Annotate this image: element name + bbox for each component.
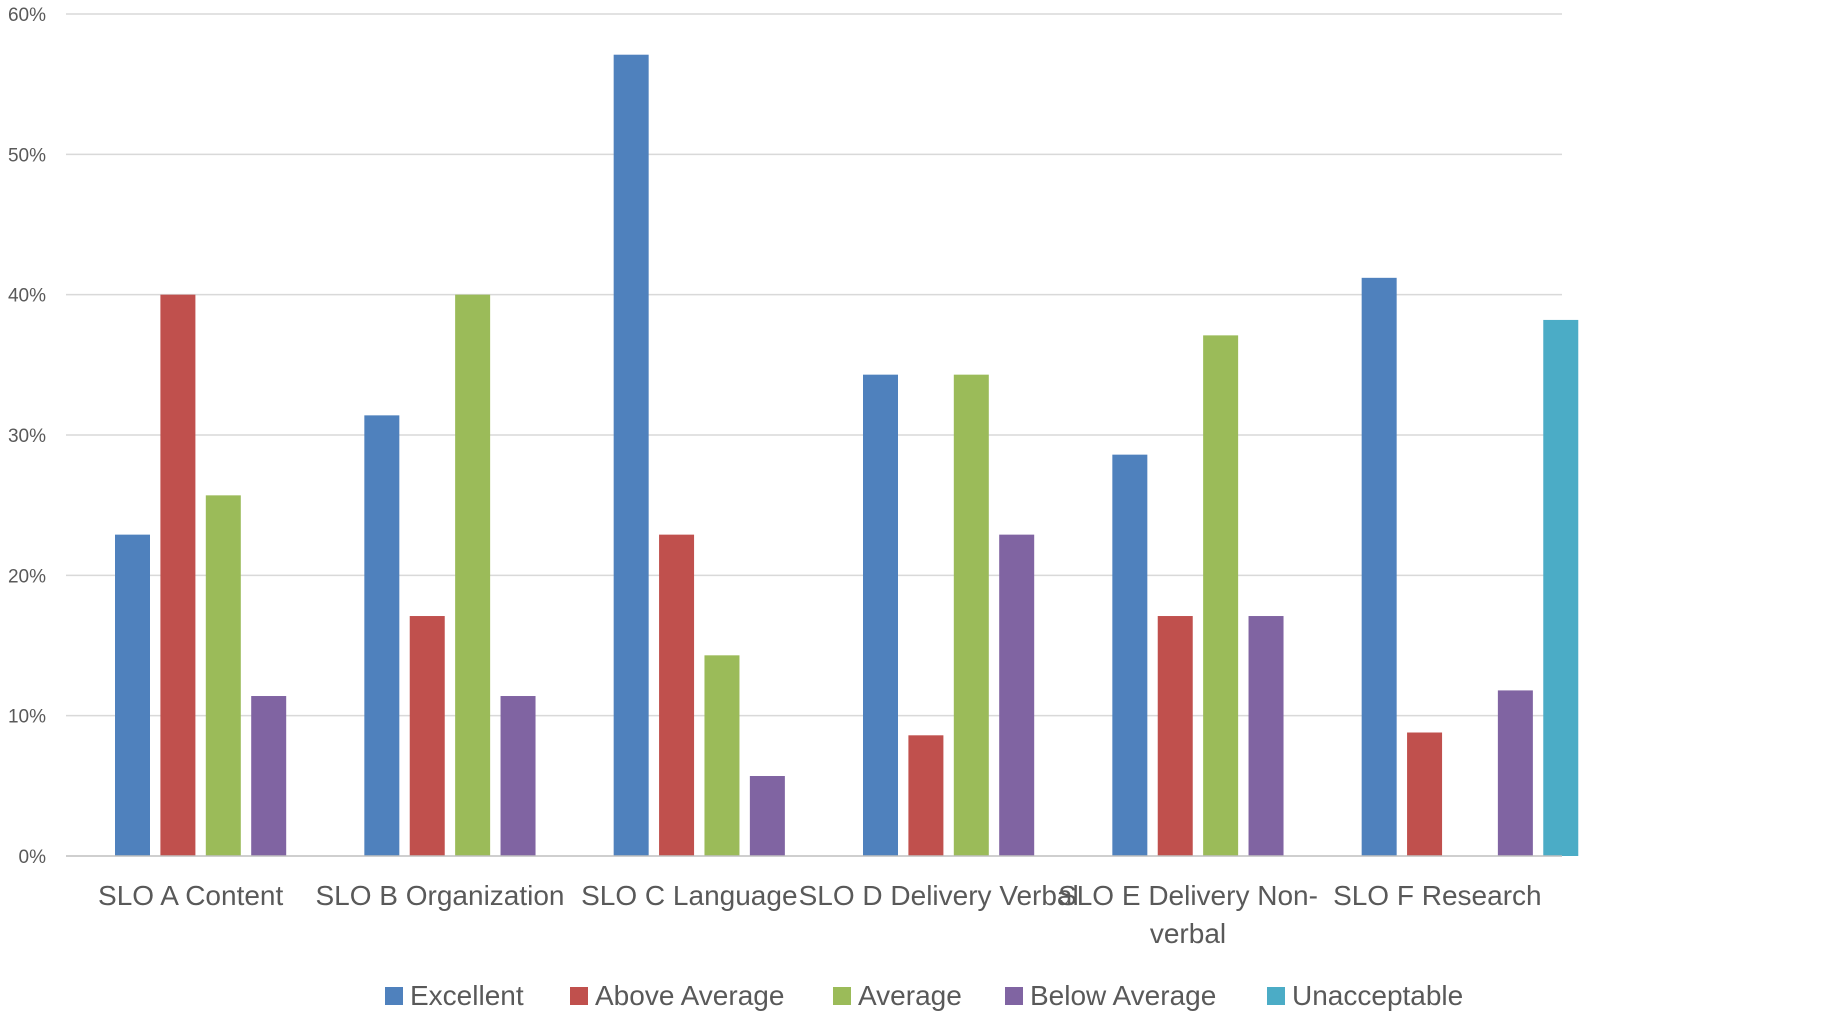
legend: Excellent Above Average Average Below Avera… bbox=[385, 980, 1463, 1011]
y-tick-label: 50% bbox=[8, 145, 46, 166]
bar bbox=[1407, 732, 1443, 856]
bar bbox=[1361, 277, 1397, 856]
y-tick-label: 40% bbox=[8, 286, 46, 307]
legend-swatch bbox=[385, 987, 403, 1005]
y-tick-label: 30% bbox=[8, 426, 46, 447]
bar bbox=[1248, 616, 1284, 856]
x-category-label: SLO E Delivery Non- bbox=[1058, 880, 1318, 911]
y-tick-label: 20% bbox=[8, 566, 46, 587]
x-category-label: verbal bbox=[1150, 918, 1226, 949]
legend-label: Average bbox=[858, 980, 962, 1011]
bar bbox=[613, 54, 649, 857]
bar bbox=[1497, 690, 1533, 856]
y-tick-label: 10% bbox=[8, 707, 46, 728]
bar bbox=[659, 534, 695, 856]
bar bbox=[999, 534, 1035, 856]
x-category-label: SLO D Delivery Verbal bbox=[799, 880, 1079, 911]
legend-label: Above Average bbox=[595, 980, 784, 1011]
legend-swatch bbox=[570, 987, 588, 1005]
x-category-label: SLO A Content bbox=[98, 880, 283, 911]
bar bbox=[704, 655, 740, 856]
legend-swatch bbox=[833, 987, 851, 1005]
bar bbox=[908, 735, 944, 856]
bar bbox=[500, 696, 536, 856]
bar bbox=[205, 495, 241, 856]
y-axis-ticks: 0% 10% 20% 30% 40% 50% 60% bbox=[8, 5, 46, 868]
bar bbox=[1112, 454, 1148, 856]
bar bbox=[1203, 335, 1239, 856]
bars bbox=[115, 54, 1579, 857]
legend-label: Excellent bbox=[410, 980, 524, 1011]
bar bbox=[251, 696, 287, 856]
bar bbox=[1543, 319, 1579, 857]
legend-swatch bbox=[1267, 987, 1285, 1005]
legend-label: Below Average bbox=[1030, 980, 1216, 1011]
y-tick-label: 0% bbox=[19, 847, 47, 868]
bar bbox=[953, 374, 989, 856]
bar bbox=[1157, 616, 1193, 856]
bar bbox=[115, 534, 150, 856]
x-axis-categories: SLO A Content SLO B Organization SLO C Lan… bbox=[98, 880, 1542, 949]
bar bbox=[160, 294, 196, 857]
bar bbox=[863, 374, 898, 856]
legend-label: Unacceptable bbox=[1292, 980, 1463, 1011]
bar bbox=[409, 616, 445, 856]
legend-swatch bbox=[1005, 987, 1023, 1005]
x-category-label: SLO B Organization bbox=[315, 880, 564, 911]
bar bbox=[455, 294, 491, 857]
bar bbox=[749, 776, 785, 856]
y-tick-label: 60% bbox=[8, 5, 46, 26]
gridlines bbox=[66, 13, 1562, 717]
bar bbox=[364, 415, 400, 856]
x-category-label: SLO C Language bbox=[581, 880, 797, 911]
x-category-label: SLO F Research bbox=[1333, 880, 1542, 911]
